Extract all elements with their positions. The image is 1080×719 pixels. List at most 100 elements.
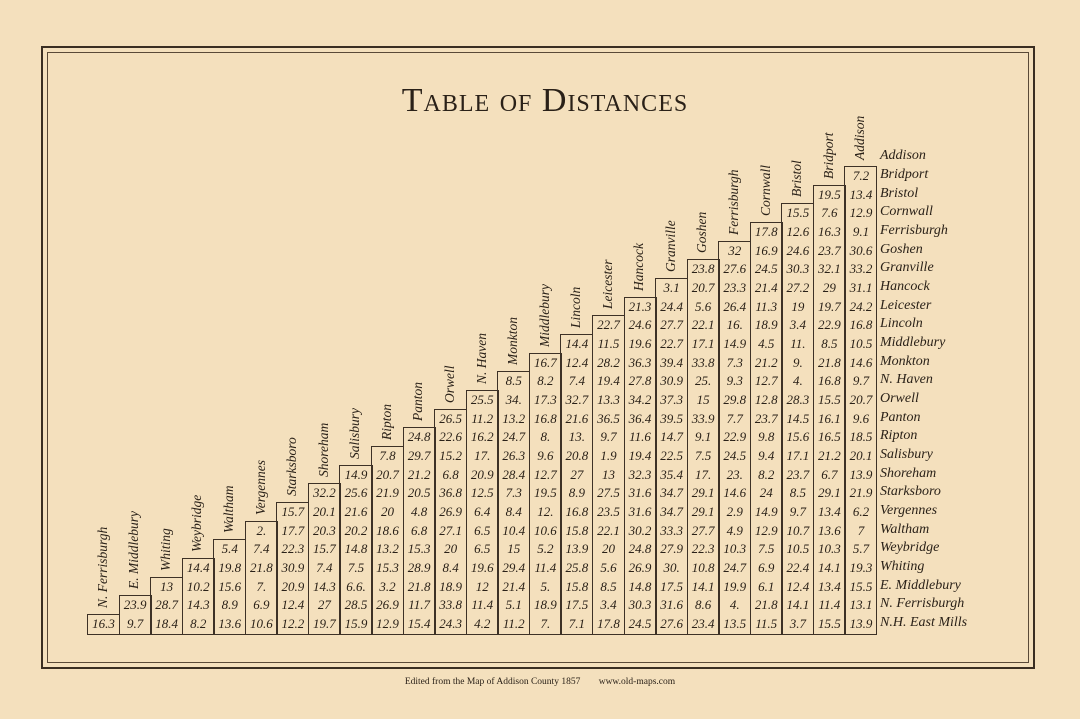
distance-cell: 7.3 [505, 485, 522, 501]
distance-cell: 30.9 [281, 560, 305, 576]
distance-cell: 6.8 [442, 466, 459, 482]
distance-cell: 20.7 [691, 280, 715, 295]
distance-cell: 19.7 [313, 616, 336, 632]
distance-cell: 17. [695, 466, 712, 482]
column-header: Orwell [441, 365, 457, 403]
distance-cell: 24 [759, 485, 773, 501]
distance-cell: 23.4 [691, 616, 715, 632]
distance-cell: 14.1 [786, 597, 810, 613]
distance-cell: 12.5 [470, 485, 494, 501]
column-header: Leicester [599, 259, 615, 310]
distance-cell: 17.5 [565, 597, 589, 613]
distance-cell: 34.2 [628, 392, 652, 408]
distance-cell: 13.4 [849, 186, 873, 202]
distance-cell: 14.7 [660, 429, 683, 445]
column-header: Bristol [789, 160, 805, 198]
distance-cell: 25.8 [565, 560, 589, 576]
distance-cell: 8.2 [190, 616, 207, 632]
row-label: Middlebury [880, 335, 946, 351]
distance-cell: 16.2 [470, 429, 494, 445]
distance-cell: 22.9 [723, 429, 747, 445]
distance-cell: 13.2 [502, 410, 526, 426]
distance-cell: 24.4 [660, 298, 683, 314]
distance-cell: 19 [791, 298, 805, 314]
distance-cell: 6.7 [821, 466, 838, 482]
website-link[interactable]: www.old-maps.com [598, 677, 676, 687]
distance-cell: 15.6 [786, 429, 810, 445]
distance-cell: 14.4 [186, 560, 210, 576]
distance-cell: 24.8 [628, 541, 652, 557]
table-column: 8.5 34. 13.2 24.7 26.3 28.4 7.3 8.4 10.4 15 29.4 21… [497, 371, 531, 635]
distance-cell: 33.8 [439, 597, 463, 613]
distance-cell: 9. [792, 354, 803, 370]
table-column: 21.3 24.6 19.6 36.3 27.8 34.2 36.4 11.6 19.4 32.3… [623, 296, 657, 635]
distance-cell: 12.7 [754, 373, 778, 389]
table-column: 14.9 25.6 21.6 20.2 14.8 7.5 6.6. 28.5 15.9 [339, 464, 373, 635]
distance-cell: 16. [726, 317, 743, 333]
distance-cell: 13.6 [818, 522, 841, 538]
row-label: Monkton [880, 353, 930, 369]
row-label: Goshen [880, 241, 923, 257]
distance-cell: 10.5 [786, 541, 810, 557]
distance-cell: 25.6 [344, 485, 368, 501]
distance-cell: 8.2 [537, 373, 554, 389]
row-label: Ferrisburgh [880, 223, 948, 238]
distance-cell: 11.5 [597, 336, 620, 352]
distance-cell: 6.4 [474, 504, 491, 520]
distance-cell: 29 [822, 280, 836, 295]
distance-cell: 19.6 [470, 560, 494, 576]
distance-cell: 34.7 [660, 485, 683, 501]
distance-cell: 27.7 [691, 522, 715, 538]
distance-cell: 14.3 [186, 597, 210, 613]
table-column: 15.5 12.6 24.6 30.3 27.2 19 3.4 11. 9. 4. 28.3 14.5… [781, 203, 815, 635]
distance-cell: 15.8 [565, 522, 589, 538]
distance-cell: 8.6 [695, 597, 712, 613]
distance-cell: 33.3 [660, 522, 683, 538]
row-label: Whiting [880, 559, 925, 575]
distance-cell: 28.3 [786, 392, 810, 408]
distance-cell: 28.4 [502, 466, 526, 482]
distance-cell: 16.8 [849, 317, 873, 333]
distance-cell: 16.8 [818, 373, 841, 389]
distance-cell: 20.7 [376, 466, 399, 482]
distance-cell: 1.9 [600, 448, 617, 464]
column-header: Bridport [820, 132, 836, 179]
distance-cell: 15.7 [281, 504, 305, 520]
distance-cell: 16.7 [533, 354, 557, 370]
distance-cell: 9.7 [126, 616, 144, 632]
distance-cell: 11. [790, 336, 806, 352]
distance-cell: 13.2 [376, 541, 399, 557]
row-label: Shoreham [880, 465, 937, 481]
distance-cell: 32.3 [628, 466, 652, 482]
table-column: 24.8 29.7 21.2 20.5 4.8 6.8 15.3 28.9 21.8 11.7 15… [402, 427, 436, 635]
distance-cell: 29.1 [691, 504, 715, 520]
distance-cell: 15 [507, 541, 521, 557]
distance-cell: 3.4 [600, 597, 617, 613]
distance-cell: 17.5 [660, 578, 683, 594]
distance-cell: 24.7 [723, 560, 747, 576]
distance-cell: 3.7 [789, 616, 806, 632]
distance-cell: 9.1 [695, 429, 712, 445]
distance-cell: 24.8 [407, 429, 431, 445]
distance-cell: 21.4 [754, 280, 778, 295]
distance-cell: 14.5 [786, 410, 810, 426]
row-label: Cornwall [880, 204, 933, 220]
column-header: Granville [662, 220, 678, 273]
distance-cell: 13.4 [818, 578, 841, 594]
distance-cell: 22.1 [597, 522, 620, 538]
distance-cell: 3.4 [789, 317, 806, 333]
distance-cell: 31.1 [849, 280, 873, 296]
table-column: 32.2 20.1 20.3 15.7 7.4 14.3 27 19.7 [307, 483, 341, 635]
table-column: 16.3 [87, 614, 121, 635]
distance-cell: 6.5 [474, 522, 491, 538]
distance-cell: 10.2 [186, 578, 210, 594]
distance-cell: 21.2 [407, 466, 431, 482]
column-header: E. Middlebury [126, 511, 142, 590]
distance-cell: 25. [695, 373, 712, 389]
distance-cell: 28.2 [597, 354, 620, 370]
distance-cell: 7. [256, 578, 267, 594]
distance-cell: 9.6 [537, 448, 554, 464]
distance-cell: 34. [505, 392, 522, 408]
row-label: Waltham [880, 521, 930, 537]
distance-cell: 28.9 [407, 560, 431, 576]
